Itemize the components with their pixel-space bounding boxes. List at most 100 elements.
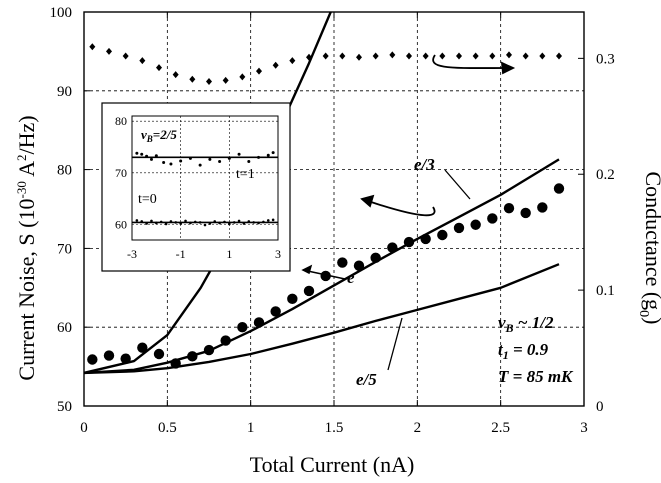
inset-point-t0 [213, 220, 217, 223]
label-t1: t1 = 0.9 [498, 340, 549, 362]
inset-point-t1 [208, 157, 212, 161]
inset-point-t1 [247, 159, 251, 163]
inset-point-t1 [169, 162, 173, 166]
noise-point [503, 203, 515, 214]
inset-y-tick-label: 70 [115, 166, 127, 180]
inset-point-t0 [193, 220, 197, 224]
conductance-series [89, 43, 562, 86]
y-axis-right-title: Conductance (g0) [636, 172, 661, 325]
y-right-tick-label: 0.2 [596, 167, 615, 183]
inset-point-t1 [227, 156, 231, 160]
conductance-point [506, 51, 512, 59]
conductance-point [522, 52, 529, 60]
inset-point-t0 [189, 221, 192, 225]
conductance-point [356, 53, 362, 61]
noise-point [187, 351, 198, 362]
inset-point-t0 [159, 220, 163, 224]
y-axis-left-title: Current Noise, S (10-30 A2/Hz) [14, 115, 39, 380]
inset-x-tick-label: -1 [176, 247, 186, 261]
conductance-point [89, 43, 96, 51]
curve-e-3 [84, 158, 560, 375]
noise-point [470, 219, 481, 230]
inset-data [132, 151, 278, 227]
conductance-point [139, 57, 146, 65]
curve-e-5 [84, 263, 560, 375]
arrow-to-right-axis [432, 54, 516, 75]
inset-point-t1 [188, 156, 192, 160]
inset-point-t0 [218, 221, 221, 225]
inset-y-tick-label: 80 [115, 114, 127, 128]
conductance-point [539, 52, 546, 60]
inset-label-nu: νB=2/5 [141, 127, 177, 144]
inset-point-t0 [164, 222, 168, 226]
y-right-tick-label: 0.3 [596, 51, 615, 67]
x-tick-label: 1.5 [325, 420, 344, 436]
noise-point [453, 222, 465, 234]
y-left-tick-label: 80 [57, 163, 72, 179]
conductance-point [372, 52, 379, 60]
conductance-point [272, 61, 279, 69]
arrow-to-left-axis [360, 194, 436, 217]
noise-point [320, 270, 331, 282]
conductance-point [289, 57, 296, 65]
pointer-e3 [444, 169, 471, 200]
conductance-point [489, 52, 496, 60]
noise-point [437, 229, 448, 241]
inset-point-t0 [203, 223, 207, 227]
plot-frame [83, 11, 585, 407]
inset-point-t0 [232, 221, 236, 224]
inset-point-t1 [271, 151, 275, 155]
inset-point-t0 [150, 219, 153, 223]
label-e: e [347, 268, 355, 287]
noise-point [487, 213, 498, 224]
inset-x-tick-label: -3 [127, 247, 137, 261]
pointer-e5 [387, 317, 403, 371]
inset-point-t1 [257, 155, 261, 159]
noise-point [387, 242, 398, 253]
conductance-point [189, 75, 196, 83]
inset-frame [101, 102, 291, 272]
inset-point-t0 [208, 222, 212, 225]
inset-panel: -3 -1 1 3 60 70 80 νB=2/5 t=1 t=0 [101, 102, 291, 272]
axes [83, 11, 585, 407]
inset-label-t1: t=1 [236, 167, 255, 182]
y-left-tick-label: 90 [57, 84, 72, 100]
conductance-point [122, 52, 129, 60]
y-right-tick-label: 0.1 [596, 283, 615, 299]
inset-tick-labels: -3 -1 1 3 60 70 80 [115, 114, 281, 261]
tick-labels: 0 0.5 1 1.5 2 2.5 3 50 60 70 80 90 100 0 0.1 0.2 0.3 [50, 5, 615, 436]
inset-point-t0 [228, 222, 231, 226]
inset-point-t0 [266, 219, 270, 222]
conductance-point [239, 73, 246, 81]
conductance-point [339, 52, 346, 60]
noise-point [303, 285, 315, 297]
inset-point-t1 [237, 152, 241, 156]
noise-point [337, 257, 348, 268]
conductance-point [106, 47, 112, 55]
x-axis-title: Total Current (nA) [250, 452, 415, 477]
y-right-tick-label: 0 [596, 399, 604, 415]
inset-point-t1 [154, 154, 158, 158]
inset-x-tick-label: 3 [275, 247, 281, 261]
x-tick-label: 2.5 [491, 420, 510, 436]
inset-point-t0 [242, 222, 246, 225]
conductance-point [456, 52, 462, 60]
inset-point-t1 [140, 152, 144, 156]
conductance-point [422, 52, 429, 60]
arrow-to-e-curve [301, 264, 346, 280]
x-tick-label: 0.5 [158, 420, 177, 436]
inset-point-t1 [135, 151, 139, 155]
x-tick-label: 2 [414, 420, 422, 436]
label-nu: νB ~ 1/2 [498, 313, 554, 335]
conductance-point [306, 53, 312, 61]
noise-point [87, 354, 98, 365]
inset-point-t0 [262, 220, 265, 224]
y-left-tick-label: 60 [57, 320, 72, 336]
conductance-point [472, 52, 479, 60]
inset-point-t1 [218, 159, 222, 163]
noise-point [270, 306, 281, 317]
noise-point [287, 293, 298, 305]
inset-point-t0 [140, 220, 144, 223]
conductance-point [322, 52, 329, 60]
